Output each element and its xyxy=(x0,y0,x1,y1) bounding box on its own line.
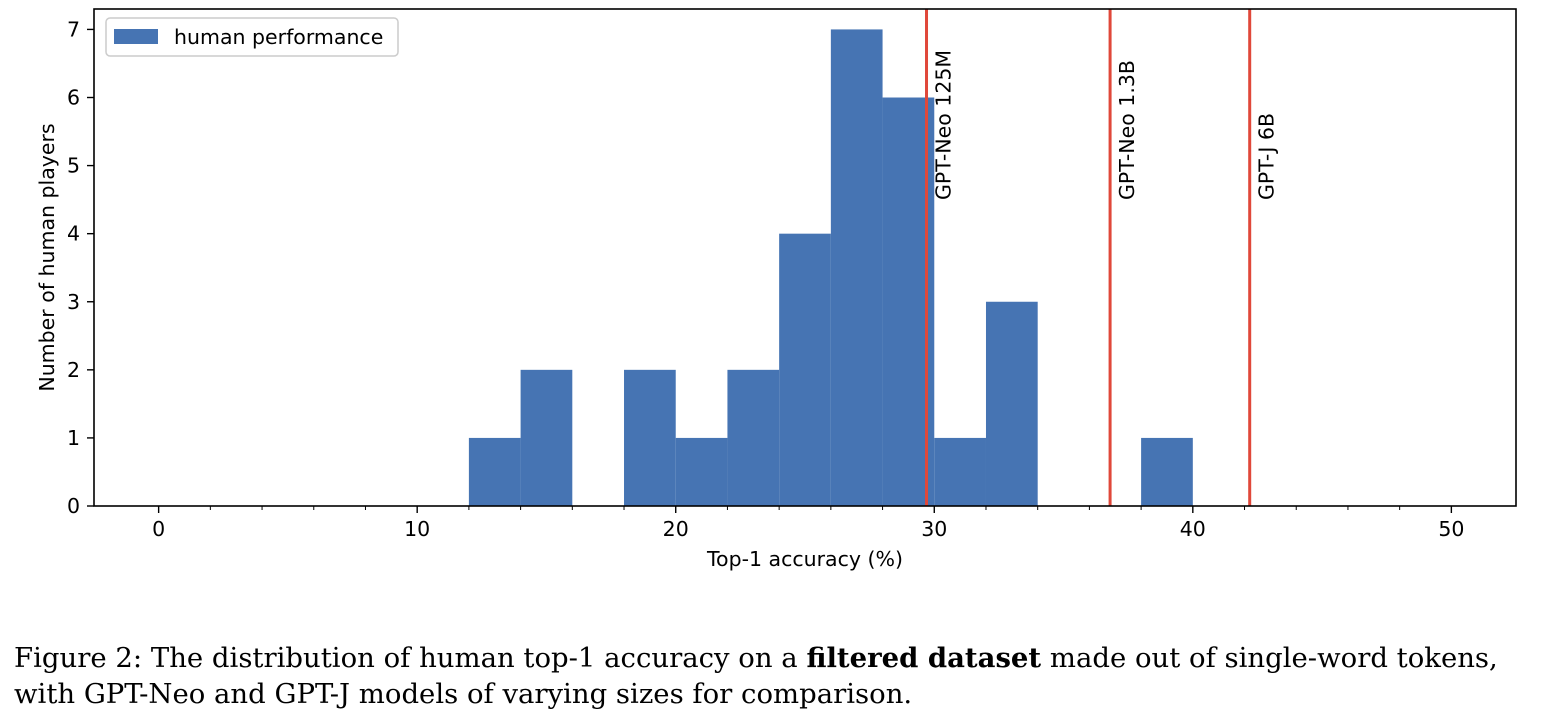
histogram-bar xyxy=(520,369,573,506)
chart-svg: GPT-Neo 125M GPT-Neo 1.3B GPT-J 6B 0 10 20 30… xyxy=(35,8,1517,571)
histogram-bar xyxy=(468,437,521,506)
legend-box xyxy=(105,17,399,57)
histogram-bar xyxy=(624,369,676,506)
reference-line-label: GPT-Neo 1.3B xyxy=(1115,60,1139,200)
y-tick-label: 3 xyxy=(67,290,80,314)
legend-swatch xyxy=(114,29,158,44)
histogram-bar xyxy=(1141,437,1193,506)
caption-line-1: Figure 2: The distribution of human top-… xyxy=(14,640,1539,676)
plot-frame xyxy=(93,8,1517,507)
legend: human performance xyxy=(105,17,399,57)
histogram-bar xyxy=(934,437,986,506)
y-tick-label: 1 xyxy=(67,426,80,450)
bars-layer xyxy=(468,29,1193,507)
x-tick-label: 50 xyxy=(1438,517,1464,541)
y-tick-label: 2 xyxy=(67,358,80,382)
caption-line-2: with GPT-Neo and GPT-J models of varying… xyxy=(14,678,913,710)
y-tick-label: 0 xyxy=(67,494,80,518)
y-tick-label: 5 xyxy=(67,154,80,178)
reference-line-label: GPT-Neo 125M xyxy=(932,50,956,200)
histogram-chart: GPT-Neo 125M GPT-Neo 1.3B GPT-J 6B 0 10 20 30… xyxy=(35,8,1517,571)
y-tick-label: 4 xyxy=(67,222,80,246)
x-tick-label: 20 xyxy=(663,517,689,541)
x-tick-label: 0 xyxy=(152,517,165,541)
x-tick-label: 40 xyxy=(1180,517,1206,541)
caption-prefix: Figure 2: The distribution of human top-… xyxy=(14,642,807,674)
histogram-bar xyxy=(779,233,831,506)
histogram-bar xyxy=(985,301,1038,506)
reference-line-label: GPT-J 6B xyxy=(1255,113,1279,200)
histogram-bar xyxy=(830,29,883,507)
y-tick-label: 6 xyxy=(67,86,80,110)
reference-lines-layer: GPT-Neo 125M GPT-Neo 1.3B GPT-J 6B xyxy=(925,9,1279,506)
caption-suffix: made out of single-word tokens, xyxy=(1041,642,1498,674)
caption-bold: filtered dataset xyxy=(806,642,1042,674)
histogram-bar xyxy=(675,437,728,506)
histogram-bar xyxy=(727,369,780,506)
y-axis-label: Number of human players xyxy=(35,123,59,391)
figure-caption: Figure 2: The distribution of human top-… xyxy=(14,640,1539,712)
legend-label: human performance xyxy=(174,25,383,49)
x-axis-label: Top-1 accuracy (%) xyxy=(706,547,903,571)
x-tick-label: 30 xyxy=(921,517,947,541)
ticks-layer: 0 10 20 30 40 50 0 1 2 3 4 5 6 7 xyxy=(67,17,1464,541)
y-tick-label: 7 xyxy=(67,17,80,41)
x-tick-label: 10 xyxy=(404,517,430,541)
